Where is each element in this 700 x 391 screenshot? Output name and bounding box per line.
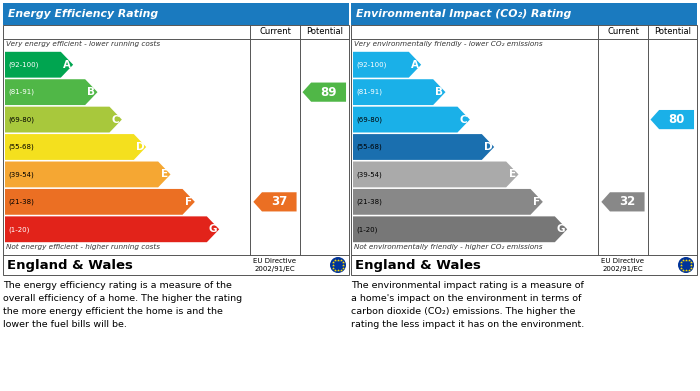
Bar [3, 25, 349, 275]
Bar [351, 25, 697, 275]
Text: (55-68): (55-68) [8, 144, 34, 150]
Text: Not energy efficient - higher running costs: Not energy efficient - higher running co… [6, 244, 160, 250]
Text: Current: Current [607, 27, 639, 36]
Polygon shape [353, 134, 494, 160]
Circle shape [330, 257, 346, 273]
Text: (1-20): (1-20) [8, 226, 29, 233]
Polygon shape [5, 161, 171, 187]
Circle shape [678, 257, 694, 273]
Text: G: G [556, 224, 566, 234]
Text: (21-38): (21-38) [8, 199, 34, 205]
Text: (1-20): (1-20) [356, 226, 377, 233]
Text: (21-38): (21-38) [356, 199, 382, 205]
Text: (69-80): (69-80) [356, 116, 382, 123]
Text: A: A [411, 60, 419, 70]
Polygon shape [253, 192, 297, 212]
Text: Current: Current [259, 27, 291, 36]
Text: 32: 32 [620, 196, 636, 208]
Text: (39-54): (39-54) [8, 171, 34, 178]
Text: F: F [533, 197, 540, 207]
Text: Very environmentally friendly - lower CO₂ emissions: Very environmentally friendly - lower CO… [354, 41, 542, 47]
Text: (81-91): (81-91) [8, 89, 34, 95]
Text: Not environmentally friendly - higher CO₂ emissions: Not environmentally friendly - higher CO… [354, 244, 542, 250]
Text: (81-91): (81-91) [356, 89, 382, 95]
Text: D: D [136, 142, 144, 152]
Text: E: E [161, 169, 168, 179]
Text: Energy Efficiency Rating: Energy Efficiency Rating [8, 9, 158, 19]
Text: C: C [112, 115, 120, 125]
Polygon shape [5, 189, 195, 215]
Text: E: E [509, 169, 516, 179]
Text: G: G [209, 224, 217, 234]
Text: EU Directive
2002/91/EC: EU Directive 2002/91/EC [253, 258, 295, 272]
Text: D: D [484, 142, 492, 152]
Polygon shape [353, 216, 567, 242]
Polygon shape [650, 110, 694, 129]
Text: (55-68): (55-68) [356, 144, 382, 150]
Polygon shape [353, 79, 445, 105]
Polygon shape [5, 107, 122, 133]
Text: (39-54): (39-54) [356, 171, 382, 178]
Text: C: C [460, 115, 468, 125]
Text: 37: 37 [271, 196, 288, 208]
Text: England & Wales: England & Wales [7, 258, 133, 271]
Text: The environmental impact rating is a measure of
a home's impact on the environme: The environmental impact rating is a mea… [351, 281, 584, 328]
Text: Very energy efficient - lower running costs: Very energy efficient - lower running co… [6, 41, 160, 47]
Text: The energy efficiency rating is a measure of the
overall efficiency of a home. T: The energy efficiency rating is a measur… [3, 281, 242, 328]
Bar [3, 3, 349, 25]
Polygon shape [302, 83, 346, 102]
Polygon shape [5, 52, 73, 78]
Text: F: F [185, 197, 193, 207]
Text: EU Directive
2002/91/EC: EU Directive 2002/91/EC [601, 258, 643, 272]
Polygon shape [353, 52, 421, 78]
Polygon shape [353, 189, 542, 215]
Text: A: A [63, 60, 71, 70]
Text: B: B [435, 87, 443, 97]
Polygon shape [601, 192, 645, 212]
Polygon shape [353, 107, 470, 133]
Text: Potential: Potential [654, 27, 691, 36]
Text: 89: 89 [321, 86, 337, 99]
Text: (92-100): (92-100) [356, 61, 386, 68]
Text: 80: 80 [668, 113, 685, 126]
Polygon shape [5, 79, 97, 105]
Bar [351, 3, 697, 25]
Text: England & Wales: England & Wales [355, 258, 481, 271]
Text: (92-100): (92-100) [8, 61, 38, 68]
Text: B: B [88, 87, 95, 97]
Polygon shape [5, 134, 146, 160]
Text: Potential: Potential [306, 27, 343, 36]
Text: (69-80): (69-80) [8, 116, 34, 123]
Polygon shape [353, 161, 519, 187]
Polygon shape [5, 216, 219, 242]
Text: Environmental Impact (CO₂) Rating: Environmental Impact (CO₂) Rating [356, 9, 571, 19]
